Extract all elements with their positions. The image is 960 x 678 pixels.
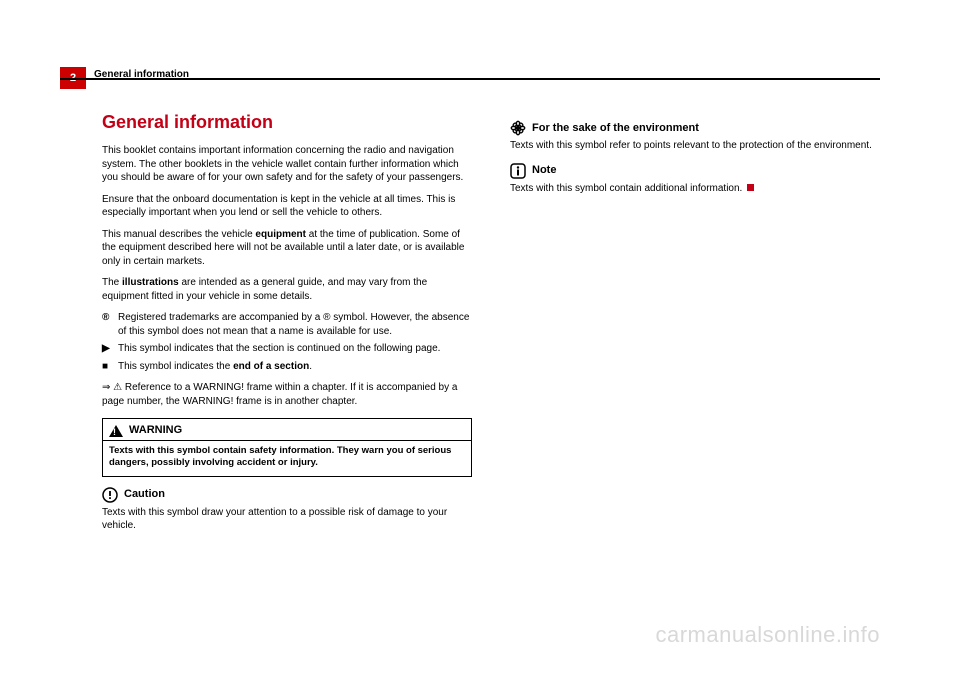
environment-header: For the sake of the environment bbox=[510, 120, 880, 136]
list-item-text: Registered trademarks are accompanied by… bbox=[118, 311, 472, 338]
text-run: . bbox=[309, 361, 312, 372]
end-of-section-icon bbox=[747, 184, 754, 191]
text-run-bold: illustrations bbox=[122, 277, 179, 288]
flower-icon bbox=[510, 120, 526, 136]
warning-title: WARNING bbox=[129, 423, 182, 438]
warning-header: WARNING bbox=[103, 419, 471, 441]
content-columns: General information This booklet contain… bbox=[102, 110, 880, 618]
text-run: This manual describes the vehicle bbox=[102, 229, 255, 240]
text-run-bold: equipment bbox=[255, 229, 306, 240]
triangle-right-icon: ▶ bbox=[102, 342, 118, 356]
body-paragraph: This manual describes the vehicle equipm… bbox=[102, 228, 472, 269]
body-paragraph: The illustrations are intended as a gene… bbox=[102, 276, 472, 303]
environment-body: Texts with this symbol refer to points r… bbox=[510, 139, 880, 153]
text-run: This symbol indicates the bbox=[118, 361, 233, 372]
text-run: The bbox=[102, 277, 122, 288]
warning-box: WARNING Texts with this symbol contain s… bbox=[102, 418, 472, 477]
list-item-text: This symbol indicates that the section i… bbox=[118, 342, 472, 356]
registered-icon: ® bbox=[102, 311, 118, 338]
list-item: ■ This symbol indicates the end of a sec… bbox=[102, 360, 472, 374]
note-body: Texts with this symbol contain additiona… bbox=[510, 182, 880, 196]
body-paragraph: ⇒ ⚠ Reference to a WARNING! frame within… bbox=[102, 381, 472, 408]
warning-triangle-icon bbox=[109, 425, 123, 437]
warning-body: Texts with this symbol contain safety in… bbox=[103, 441, 471, 476]
note-title: Note bbox=[532, 163, 556, 178]
list-item: ® Registered trademarks are accompanied … bbox=[102, 311, 472, 338]
info-icon bbox=[510, 163, 526, 179]
text-run: Texts with this symbol contain additiona… bbox=[510, 183, 742, 194]
body-paragraph: Ensure that the onboard documentation is… bbox=[102, 193, 472, 220]
environment-title: For the sake of the environment bbox=[532, 121, 699, 136]
list-item: ▶ This symbol indicates that the section… bbox=[102, 342, 472, 356]
text-run-bold: end of a section bbox=[233, 361, 309, 372]
caution-header: Caution bbox=[102, 487, 472, 503]
header-rule bbox=[60, 78, 880, 80]
page: 2 General information General informatio… bbox=[0, 0, 960, 678]
caution-body: Texts with this symbol draw your attenti… bbox=[102, 506, 472, 533]
bullet-list: ® Registered trademarks are accompanied … bbox=[102, 311, 472, 373]
watermark: carmanualsonline.info bbox=[655, 622, 880, 648]
square-icon: ■ bbox=[102, 360, 118, 374]
caution-icon bbox=[102, 487, 118, 503]
caution-title: Caution bbox=[124, 487, 165, 502]
note-header: Note bbox=[510, 163, 880, 179]
list-item-text: This symbol indicates the end of a secti… bbox=[118, 360, 472, 374]
body-paragraph: This booklet contains important informat… bbox=[102, 144, 472, 185]
page-title: General information bbox=[102, 110, 472, 134]
